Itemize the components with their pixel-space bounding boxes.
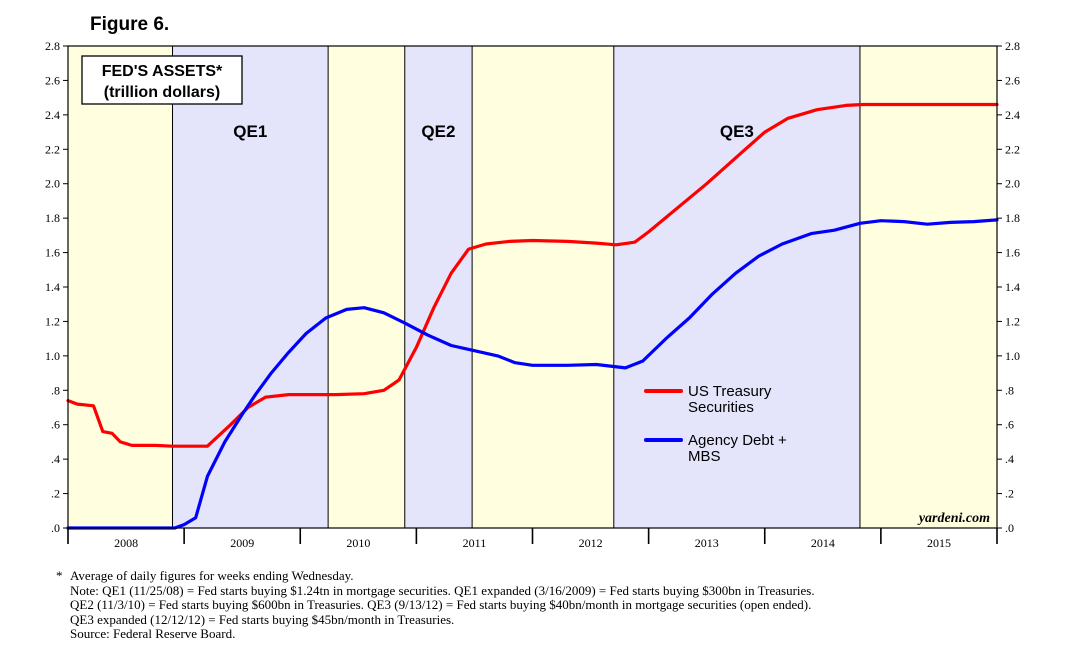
y-tick-label-right: 1.6 (1005, 246, 1020, 260)
y-tick-label-left: 1.6 (45, 246, 60, 260)
footnotes: * Average of daily figures for weeks endi… (56, 568, 1056, 642)
y-tick-label-left: .4 (51, 452, 60, 466)
period-band (328, 46, 405, 528)
x-tick-label: 2008 (114, 536, 138, 550)
y-tick-label-right: .0 (1005, 521, 1014, 535)
y-tick-label-right: 2.8 (1005, 39, 1020, 53)
y-tick-label-right: 2.0 (1005, 177, 1020, 191)
x-tick-label: 2013 (695, 536, 719, 550)
legend-label-agency-mbs: Agency Debt + (688, 432, 787, 449)
footnote-line: * Average of daily figures for weeks endi… (56, 568, 1056, 584)
title-box (81, 55, 243, 105)
y-tick-label-right: 1.0 (1005, 349, 1020, 363)
footnote-line: Note: QE1 (11/25/08) = Fed starts buying… (56, 582, 1056, 599)
y-tick-label-left: 1.2 (45, 314, 60, 328)
x-tick-label: 2010 (346, 536, 370, 550)
y-tick-label-right: .2 (1005, 487, 1014, 501)
y-tick-label-left: 2.2 (45, 142, 60, 156)
agency-mbs-series-line (66, 218, 999, 530)
period-label-qe3: QE3 (720, 122, 754, 141)
footnote-text: QE3 expanded (12/12/12) = Fed starts buy… (70, 611, 455, 627)
chart-title: FED'S ASSETS* (102, 63, 223, 80)
y-tick-label-left: 2.0 (45, 177, 60, 191)
x-tick-label: 2012 (579, 536, 603, 550)
footnote-line: QE2 (11/3/10) = Fed starts buying $600bn… (56, 597, 1056, 613)
legend-label-agency-mbs: MBS (688, 448, 721, 465)
y-tick-label-right: 2.6 (1005, 73, 1020, 87)
footnote-text: QE2 (11/3/10) = Fed starts buying $600bn… (70, 597, 812, 612)
qe-period-band (172, 46, 329, 528)
footnote-asterisk: * (56, 568, 63, 583)
x-tick-label: 2011 (463, 536, 487, 550)
y-tick-label-left: 2.4 (45, 108, 60, 122)
y-tick-label-left: 1.8 (45, 211, 60, 225)
y-tick-label-left: 1.4 (45, 280, 60, 294)
footnote-text: Average of daily figures for weeks endin… (70, 568, 354, 583)
y-tick-label-right: 2.4 (1005, 108, 1020, 122)
footnote-line: Source: Federal Reserve Board. (56, 626, 1056, 642)
period-band (68, 46, 173, 528)
qe-period-band (613, 46, 860, 528)
footnote-line: QE3 expanded (12/12/12) = Fed starts buy… (56, 611, 1056, 628)
y-tick-label-right: .6 (1005, 418, 1014, 432)
footnote-text: Note: QE1 (11/25/08) = Fed starts buying… (70, 582, 815, 598)
y-tick-label-left: .0 (51, 521, 60, 535)
x-tick-label: 2009 (230, 536, 254, 550)
period-band (472, 46, 614, 528)
period-label-qe2: QE2 (421, 122, 455, 141)
y-tick-label-right: 1.4 (1005, 280, 1020, 294)
y-tick-label-left: .6 (51, 418, 60, 432)
legend-label-treasury: Securities (688, 399, 754, 416)
x-tick-label: 2014 (811, 536, 835, 550)
y-tick-label-right: .4 (1005, 452, 1014, 466)
source-note: Source: Federal Reserve Board. (70, 626, 236, 641)
fed-assets-chart: QE1 QE2 QE3 .0 .0 .2 .2 .4 .4 .6 .6 .8 .8 1.0 1.0 1.2 1.… (45, 39, 1020, 550)
y-tick-label-right: 1.2 (1005, 314, 1020, 328)
y-tick-label-left: 1.0 (45, 349, 60, 363)
qe-period-band (404, 46, 473, 528)
period-label-qe1: QE1 (233, 122, 267, 141)
y-tick-label-left: 2.8 (45, 39, 60, 53)
y-tick-label-left: .2 (51, 487, 60, 501)
figure-label: Figure 6. (90, 14, 170, 35)
legend-label-treasury: US Treasury (688, 383, 772, 400)
watermark: yardeni.com (917, 511, 990, 526)
y-tick-label-right: 2.2 (1005, 142, 1020, 156)
treasury-series-line (66, 102, 999, 448)
chart-subtitle: (trillion dollars) (104, 84, 220, 101)
y-tick-label-right: .8 (1005, 383, 1014, 397)
period-band (859, 46, 997, 528)
x-tick-label: 2015 (927, 536, 951, 550)
y-tick-label-right: 1.8 (1005, 211, 1020, 225)
y-tick-label-left: .8 (51, 383, 60, 397)
y-tick-label-left: 2.6 (45, 73, 60, 87)
